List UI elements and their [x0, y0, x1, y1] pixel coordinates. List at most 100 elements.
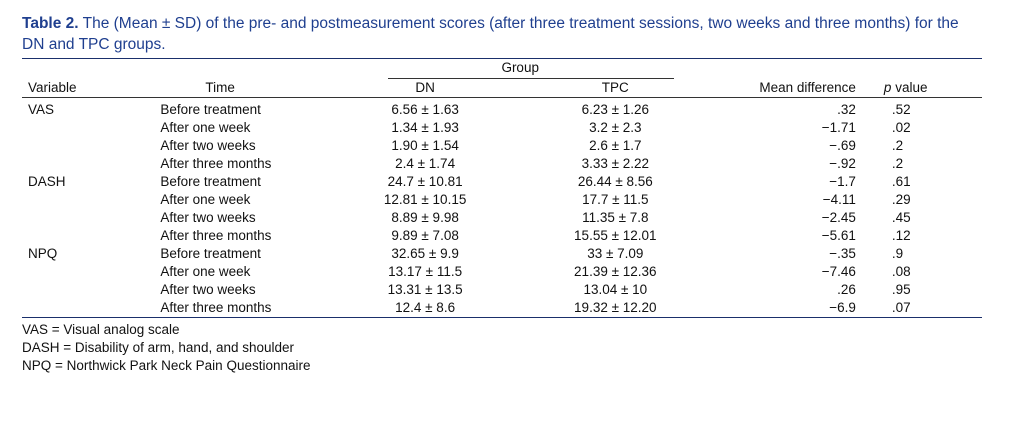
cell-p-value: .61 — [891, 174, 911, 189]
cell-p-value: .02 — [891, 120, 911, 135]
table-row: After three months 9.89 ± 7.08 15.55 ± 12.… — [22, 227, 982, 245]
cell-dn: 1.34 ± 1.93 — [391, 120, 459, 135]
cell-time: After one week — [160, 192, 251, 207]
cell-dn: 13.17 ± 11.5 — [388, 264, 463, 279]
group-header: Group — [330, 59, 710, 79]
cell-time: After three months — [160, 228, 272, 243]
cell-variable — [22, 299, 160, 317]
col-header-mean-difference: Mean difference — [759, 80, 856, 95]
header-rule — [22, 97, 982, 98]
col-header-variable: Variable — [28, 80, 77, 95]
table-row: NPQ Before treatment 32.65 ± 9.9 33 ± 7.09 −… — [22, 245, 982, 263]
cell-mean-difference: −4.11 — [822, 192, 856, 207]
table-row: After three months 12.4 ± 8.6 19.32 ± 12.2… — [22, 299, 982, 317]
cell-tpc: 26.44 ± 8.56 — [577, 174, 653, 189]
cell-time: Before treatment — [160, 174, 261, 189]
table-caption-label: Table 2. — [22, 15, 79, 32]
cell-p-value: .95 — [891, 282, 911, 297]
cell-tpc: 15.55 ± 12.01 — [574, 228, 657, 243]
cell-dn: 32.65 ± 9.9 — [391, 246, 459, 261]
cell-p-value: .9 — [891, 246, 904, 261]
group-label: Group — [501, 60, 539, 75]
cell-tpc: 11.35 ± 7.8 — [582, 210, 649, 225]
table-row: DASH Before treatment 24.7 ± 10.81 26.44 ± … — [22, 173, 982, 191]
cell-tpc: 21.39 ± 12.36 — [574, 264, 657, 279]
footnote-dash: DASH = Disability of arm, hand, and shou… — [22, 340, 295, 355]
cell-p-value: .45 — [891, 210, 911, 225]
cell-mean-difference: −.69 — [829, 138, 856, 153]
footnote-vas: VAS = Visual analog scale — [22, 322, 180, 337]
results-table: Group Variable Time DN TPC Mean differen… — [22, 59, 982, 317]
footnote-npq: NPQ = Northwick Park Neck Pain Questionn… — [22, 358, 311, 373]
col-header-dn: DN — [415, 80, 435, 95]
cell-mean-difference: −2.45 — [821, 210, 856, 225]
cell-variable — [22, 155, 160, 173]
cell-variable: VAS — [28, 102, 55, 117]
p-value-suffix: value — [891, 80, 928, 95]
column-header-row: Variable Time DN TPC Mean difference p v… — [22, 79, 982, 98]
p-italic: p — [883, 80, 892, 95]
cell-time: Before treatment — [160, 102, 261, 117]
table-container: Table 2. The (Mean ± SD) of the pre- and… — [22, 13, 982, 375]
group-header-row: Group — [22, 59, 982, 79]
table-row: VAS Before treatment 6.56 ± 1.63 6.23 ± 1.2… — [22, 98, 982, 119]
cell-dn: 8.89 ± 9.98 — [391, 210, 459, 225]
cell-mean-difference: −.35 — [829, 246, 856, 261]
cell-tpc: 17.7 ± 11.5 — [582, 192, 649, 207]
cell-mean-difference: .32 — [837, 102, 856, 117]
cell-tpc: 33 ± 7.09 — [587, 246, 644, 261]
cell-p-value: .2 — [891, 156, 904, 171]
table-caption-text: The (Mean ± SD) of the pre- and postmeas… — [22, 15, 959, 53]
cell-mean-difference: −1.71 — [821, 120, 856, 135]
cell-dn: 1.90 ± 1.54 — [391, 138, 459, 153]
group-underline — [388, 78, 675, 79]
cell-p-value: .07 — [891, 300, 911, 315]
bottom-rule — [22, 317, 982, 318]
cell-variable — [22, 263, 160, 281]
cell-dn: 12.4 ± 8.6 — [395, 300, 456, 315]
cell-mean-difference: .26 — [837, 282, 856, 297]
cell-time: After two weeks — [160, 138, 256, 153]
cell-time: Before treatment — [160, 246, 261, 261]
cell-tpc: 13.04 ± 10 — [583, 282, 648, 297]
cell-tpc: 3.33 ± 2.22 — [581, 156, 650, 171]
cell-p-value: .52 — [891, 102, 911, 117]
table-row: After one week 13.17 ± 11.5 21.39 ± 12.36 −… — [22, 263, 982, 281]
table-row: After two weeks 13.31 ± 13.5 13.04 ± 10 .26… — [22, 281, 982, 299]
cell-tpc: 6.23 ± 1.26 — [581, 102, 650, 117]
cell-dn: 6.56 ± 1.63 — [391, 102, 459, 117]
cell-tpc: 19.32 ± 12.20 — [574, 300, 657, 315]
cell-mean-difference: −7.46 — [821, 264, 856, 279]
table-row: After one week 12.81 ± 10.15 17.7 ± 11.5 −4… — [22, 191, 982, 209]
table-row: After two weeks 1.90 ± 1.54 2.6 ± 1.7 −.69.… — [22, 137, 982, 155]
cell-time: After one week — [160, 120, 251, 135]
cell-variable — [22, 119, 160, 137]
table-row: After one week 1.34 ± 1.93 3.2 ± 2.3 −1.71.… — [22, 119, 982, 137]
cell-mean-difference: −.92 — [829, 156, 856, 171]
table-row: After two weeks 8.89 ± 9.98 11.35 ± 7.8 −2.… — [22, 209, 982, 227]
cell-p-value: .29 — [891, 192, 911, 207]
cell-p-value: .08 — [891, 264, 911, 279]
cell-variable — [22, 137, 160, 155]
cell-variable — [22, 209, 160, 227]
cell-dn: 2.4 ± 1.74 — [395, 156, 456, 171]
cell-dn: 9.89 ± 7.08 — [391, 228, 459, 243]
cell-dn: 24.7 ± 10.81 — [387, 174, 463, 189]
col-header-tpc: TPC — [601, 80, 629, 95]
cell-mean-difference: −1.7 — [829, 174, 856, 189]
cell-mean-difference: −6.9 — [829, 300, 856, 315]
table-caption: Table 2. The (Mean ± SD) of the pre- and… — [22, 13, 982, 55]
cell-variable: NPQ — [28, 246, 58, 261]
cell-time: After three months — [160, 156, 272, 171]
cell-variable — [22, 227, 160, 245]
table-row: After three months 2.4 ± 1.74 3.33 ± 2.22 −… — [22, 155, 982, 173]
cell-p-value: .2 — [891, 138, 904, 153]
col-header-p-value: p value — [856, 79, 982, 98]
cell-tpc: 2.6 ± 1.7 — [589, 138, 642, 153]
cell-p-value: .12 — [891, 228, 911, 243]
cell-time: After three months — [160, 300, 272, 315]
cell-variable — [22, 191, 160, 209]
table-body: VAS Before treatment 6.56 ± 1.63 6.23 ± 1.2… — [22, 98, 982, 317]
cell-mean-difference: −5.61 — [821, 228, 856, 243]
cell-time: After one week — [160, 264, 251, 279]
